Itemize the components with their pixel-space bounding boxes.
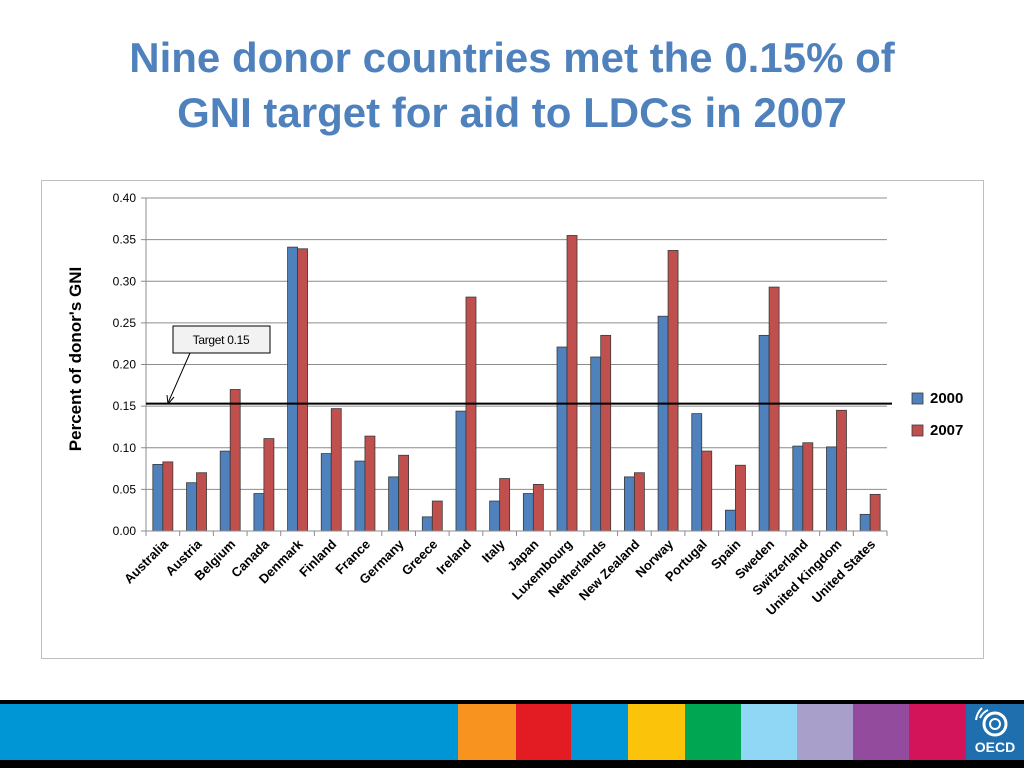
bar-2007-greece bbox=[431, 500, 443, 532]
oecd-logo: OECD bbox=[966, 704, 1024, 760]
x-tick-label: Italy bbox=[479, 536, 509, 566]
bar-2007-japan bbox=[532, 483, 544, 532]
footer-stripe bbox=[516, 704, 571, 760]
bar-2007-norway bbox=[667, 250, 679, 532]
y-tick-label: 0.40 bbox=[113, 191, 137, 205]
bar-2000-greece bbox=[421, 516, 433, 532]
legend-label-2000: 2000 bbox=[930, 390, 963, 407]
bar-2007-switzerland bbox=[802, 442, 814, 532]
bar-2000-united-kingdom bbox=[826, 446, 837, 532]
bar-2000-canada bbox=[253, 493, 265, 532]
slide-title-line-2: GNI target for aid to LDCs in 2007 bbox=[177, 89, 847, 136]
bar-2000-united-states bbox=[859, 513, 871, 532]
footer-stripe bbox=[628, 704, 685, 760]
axes bbox=[145, 198, 888, 536]
bar-2000-luxembourg bbox=[556, 346, 568, 532]
bar-2007-sweden bbox=[768, 286, 780, 532]
x-tick-label: Finland bbox=[296, 536, 339, 579]
x-tick-label: Ireland bbox=[433, 536, 474, 577]
y-tick-label: 0.25 bbox=[113, 316, 137, 330]
target-label-box bbox=[172, 325, 271, 354]
bar-2007-finland bbox=[330, 408, 342, 532]
target-label: Target 0.15 bbox=[193, 333, 250, 347]
bar-2007-united-kingdom bbox=[836, 409, 847, 532]
slide-title-line-1: Nine donor countries met the 0.15% of bbox=[129, 34, 895, 81]
chart-frame: 0.00 0.05 0.10 0.15 0.20 0.25 0.30 0.35 0.40 Aus… bbox=[41, 180, 984, 659]
bar-2007-netherlands bbox=[600, 334, 612, 532]
bar-2007-australia bbox=[162, 461, 174, 532]
footer-stripe bbox=[571, 704, 628, 760]
y-tick-label: 0.10 bbox=[113, 441, 137, 455]
bar-2000-japan bbox=[522, 493, 534, 532]
bar-2000-netherlands bbox=[590, 356, 602, 532]
oecd-logo-text: OECD bbox=[974, 739, 1016, 755]
bar-2000-germany bbox=[388, 476, 400, 532]
slide-title: Nine donor countries met the 0.15% of GN… bbox=[0, 30, 1024, 140]
bar-2000-denmark bbox=[287, 246, 298, 532]
target-arrow bbox=[167, 352, 191, 404]
bar-2007-new-zealand bbox=[633, 472, 645, 532]
bar-2007-canada bbox=[263, 438, 275, 532]
y-tick-labels: 0.00 0.05 0.10 0.15 0.20 0.25 0.30 0.35 0.40 bbox=[113, 191, 137, 538]
bar-2000-ireland bbox=[455, 410, 467, 532]
footer-stripe bbox=[0, 704, 458, 760]
bar-2000-austria bbox=[186, 482, 197, 532]
footer-stripe bbox=[853, 704, 909, 760]
bar-2007-ireland bbox=[465, 296, 477, 532]
chart: 0.00 0.05 0.10 0.15 0.20 0.25 0.30 0.35 0.40 Aus… bbox=[66, 191, 963, 618]
bar-2000-new-zealand bbox=[623, 476, 635, 532]
bar-2007-france bbox=[364, 435, 376, 532]
bar-2007-germany bbox=[398, 454, 410, 532]
legend-swatch-2000 bbox=[911, 392, 924, 405]
y-tick-label: 0.35 bbox=[113, 233, 137, 247]
footer-stripe bbox=[797, 704, 853, 760]
bar-2007-belgium bbox=[229, 389, 241, 532]
footer-stripe bbox=[685, 704, 741, 760]
y-tick-label: 0.30 bbox=[113, 274, 137, 288]
footer-bar: OECD bbox=[0, 700, 1024, 768]
bar-2007-united-states bbox=[869, 493, 881, 532]
bar-2000-finland bbox=[320, 453, 332, 532]
bar-2000-belgium bbox=[219, 450, 231, 532]
target-annotation: Target 0.15 bbox=[146, 325, 892, 405]
bar-2007-portugal bbox=[701, 450, 713, 532]
bar-2000-portugal bbox=[691, 413, 703, 532]
bar-2007-spain bbox=[735, 464, 746, 532]
bars bbox=[152, 235, 881, 532]
legend-swatch-2007 bbox=[911, 424, 924, 437]
bar-2007-luxembourg bbox=[566, 235, 578, 532]
y-tick-label: 0.05 bbox=[113, 482, 137, 496]
legend-label-2007: 2007 bbox=[930, 422, 963, 439]
legend: 2000 2007 bbox=[911, 390, 963, 439]
footer-stripe bbox=[458, 704, 516, 760]
oecd-logo-icon bbox=[975, 707, 1008, 737]
footer-stripe bbox=[909, 704, 966, 760]
bar-2007-austria bbox=[196, 472, 207, 532]
y-axis-label: Percent of donor's GNI bbox=[66, 267, 85, 451]
y-tick-label: 0.15 bbox=[113, 399, 137, 413]
x-tick-label: Greece bbox=[399, 537, 441, 579]
footer-stripe bbox=[741, 704, 797, 760]
bar-2000-switzerland bbox=[792, 445, 804, 532]
bar-2000-italy bbox=[489, 500, 501, 532]
bar-2000-sweden bbox=[758, 334, 770, 532]
x-tick-label: Australia bbox=[121, 536, 171, 586]
bar-2000-spain bbox=[725, 509, 736, 532]
bar-2000-australia bbox=[152, 463, 164, 532]
bar-2007-denmark bbox=[297, 248, 308, 532]
target-arrowhead bbox=[166, 394, 175, 405]
x-tick-labels: AustraliaAustriaBelgiumCanadaDenmarkFinl… bbox=[121, 536, 878, 618]
bar-2007-italy bbox=[499, 478, 511, 532]
y-tick-label: 0.20 bbox=[113, 358, 137, 372]
bar-2000-norway bbox=[657, 315, 669, 532]
y-tick-label: 0.00 bbox=[113, 524, 137, 538]
bar-2000-france bbox=[354, 460, 366, 532]
